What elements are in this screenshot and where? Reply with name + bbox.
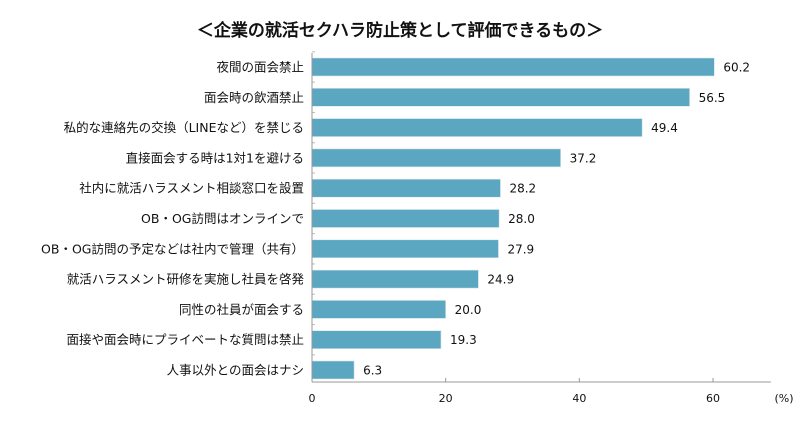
bar <box>311 178 501 198</box>
category-label: 面会時の飲酒禁止 <box>204 90 304 105</box>
category-label: 私的な連絡先の交換（LINEなど）を禁じる <box>64 120 304 135</box>
value-label: 19.3 <box>450 333 477 347</box>
value-label: 60.2 <box>723 61 750 75</box>
x-axis: 0 20 40 60 <box>309 51 771 405</box>
bar <box>311 88 690 107</box>
category-label: 面接や面会時にプライベートな質問は禁止 <box>66 332 304 347</box>
category-label: OB・OG訪問の予定などは社内で管理（共有） <box>41 241 304 256</box>
bar <box>311 148 561 168</box>
value-label: 6.3 <box>363 364 382 378</box>
category-label: 就活ハラスメント研修を実施し社員を啓発 <box>67 272 305 287</box>
bar <box>311 57 715 77</box>
x-tick-label: 40 <box>572 392 586 405</box>
category-label: 直接面会する時は1対1を避ける <box>126 150 304 165</box>
bar <box>311 239 499 259</box>
value-label: 28.2 <box>509 182 536 196</box>
category-label: 夜間の面会禁止 <box>216 60 304 75</box>
unit-label: (%) <box>774 392 793 405</box>
x-tick-label: 60 <box>706 392 720 405</box>
bar <box>311 209 500 228</box>
bar <box>311 118 643 137</box>
bar <box>311 360 355 380</box>
value-label: 37.2 <box>570 151 597 165</box>
value-label: 56.5 <box>699 91 726 105</box>
category-label: OB・OG訪問はオンラインで <box>141 211 304 226</box>
x-tick-label: 0 <box>309 392 316 405</box>
bar <box>311 330 442 350</box>
bar <box>311 269 479 289</box>
value-label: 27.9 <box>507 242 534 256</box>
category-label: 社内に就活ハラスメント相談窓口を設置 <box>79 181 304 196</box>
category-label: 同性の社員が面会する <box>179 302 304 317</box>
value-label: 49.4 <box>651 121 678 135</box>
value-label: 20.0 <box>455 303 482 317</box>
bar <box>311 300 446 319</box>
value-label: 24.9 <box>487 273 514 287</box>
bars-group: 夜間の面会禁止 60.2 面会時の飲酒禁止 56.5 私的な連絡先の交換（LINEなど）… <box>41 57 750 380</box>
category-label: 人事以外との面会はナシ <box>167 363 304 378</box>
value-label: 28.0 <box>508 212 535 226</box>
chart-title: ＜企業の就活セクハラ防止策として評価できるもの＞ <box>197 20 603 41</box>
x-tick-label: 20 <box>439 392 453 405</box>
